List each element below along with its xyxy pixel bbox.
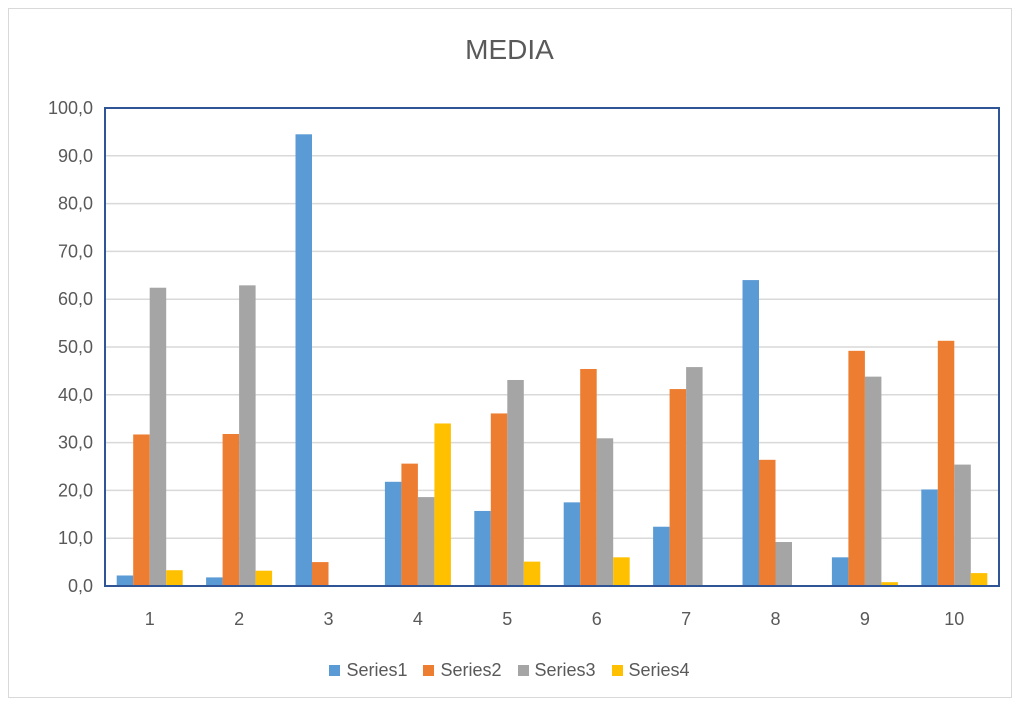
bar-series1-10 xyxy=(921,489,938,586)
y-tick-label: 80,0 xyxy=(58,194,93,214)
bar-series4-6 xyxy=(613,557,630,586)
bar-series2-3 xyxy=(312,562,329,586)
x-tick-label: 3 xyxy=(323,609,333,629)
bar-series3-5 xyxy=(507,379,524,586)
y-tick-label: 0,0 xyxy=(68,576,93,596)
legend-swatch xyxy=(329,665,341,676)
bar-series3-9 xyxy=(864,376,882,586)
legend-item-series1: Series1 xyxy=(329,660,407,681)
bar-series4-9 xyxy=(881,582,898,586)
bar-series1-1 xyxy=(116,575,134,586)
x-tick-label: 10 xyxy=(944,609,964,629)
bar-series4-1 xyxy=(166,570,183,586)
plot-area-border xyxy=(104,107,1000,587)
bar-series2-2 xyxy=(222,433,240,586)
x-tick-label: 7 xyxy=(681,609,691,629)
legend-swatch xyxy=(611,665,623,676)
bar-series1-6 xyxy=(563,502,581,586)
bar-series4-4 xyxy=(434,423,451,586)
y-axis-labels: 0,0 10,0 20,0 30,0 40,0 50,0 60,0 70,0 80,0 90,0 1… xyxy=(48,98,93,596)
y-tick-label: 20,0 xyxy=(58,480,93,500)
legend-swatch xyxy=(423,665,435,676)
bar-series1-4 xyxy=(384,481,402,586)
y-tick-label: 100,0 xyxy=(48,98,93,118)
y-tick-label: 90,0 xyxy=(58,146,93,166)
chart-title: MEDIA xyxy=(465,34,554,65)
bar-series3-1 xyxy=(149,287,167,586)
bar-series1-3 xyxy=(295,134,312,587)
legend-label: Series4 xyxy=(628,660,690,680)
bar-series2-9 xyxy=(848,350,865,586)
bar-series3-7 xyxy=(686,367,703,586)
bars xyxy=(116,134,988,587)
bar-series2-5 xyxy=(490,413,508,586)
bar-series1-7 xyxy=(653,526,670,586)
x-tick-label: 9 xyxy=(860,609,870,629)
x-tick-label: 8 xyxy=(770,609,780,629)
bar-series3-8 xyxy=(775,542,792,586)
bar-series3-6 xyxy=(596,438,614,586)
bar-series1-2 xyxy=(206,577,223,586)
bar-series4-10 xyxy=(970,573,988,586)
legend: Series1 Series2 Series3 Series4 xyxy=(0,660,1019,681)
y-tick-label: 50,0 xyxy=(58,337,93,357)
bar-series3-10 xyxy=(954,464,971,586)
bar-series3-2 xyxy=(239,285,256,586)
legend-item-series3: Series3 xyxy=(517,660,596,681)
bar-series1-9 xyxy=(831,557,849,586)
x-tick-label: 1 xyxy=(145,609,155,629)
legend-item-series4: Series4 xyxy=(611,660,690,681)
x-tick-label: 2 xyxy=(234,609,244,629)
bar-series1-5 xyxy=(474,510,491,586)
x-tick-label: 6 xyxy=(592,609,602,629)
bar-series2-10 xyxy=(937,340,955,586)
bar-series2-1 xyxy=(133,434,150,586)
bar-series4-2 xyxy=(255,570,273,586)
x-axis-labels: 1 2 3 4 5 6 7 8 9 10 xyxy=(145,609,965,629)
bar-series3-4 xyxy=(417,497,435,586)
x-tick-label: 4 xyxy=(413,609,423,629)
y-tick-label: 70,0 xyxy=(58,241,93,261)
bar-series2-7 xyxy=(669,389,687,586)
bar-series4-5 xyxy=(523,561,541,586)
legend-label: Series1 xyxy=(346,660,408,680)
legend-swatch xyxy=(517,665,529,676)
legend-item-series2: Series2 xyxy=(423,660,502,681)
y-tick-label: 10,0 xyxy=(58,528,93,548)
bar-series2-6 xyxy=(580,368,597,586)
bar-series2-4 xyxy=(401,463,418,586)
bar-series2-8 xyxy=(759,459,776,586)
y-tick-label: 60,0 xyxy=(58,289,93,309)
y-tick-label: 40,0 xyxy=(58,385,93,405)
legend-label: Series2 xyxy=(440,660,502,680)
legend-label: Series3 xyxy=(534,660,596,680)
y-tick-label: 30,0 xyxy=(58,433,93,453)
bar-series1-8 xyxy=(742,280,759,586)
x-tick-label: 5 xyxy=(502,609,512,629)
